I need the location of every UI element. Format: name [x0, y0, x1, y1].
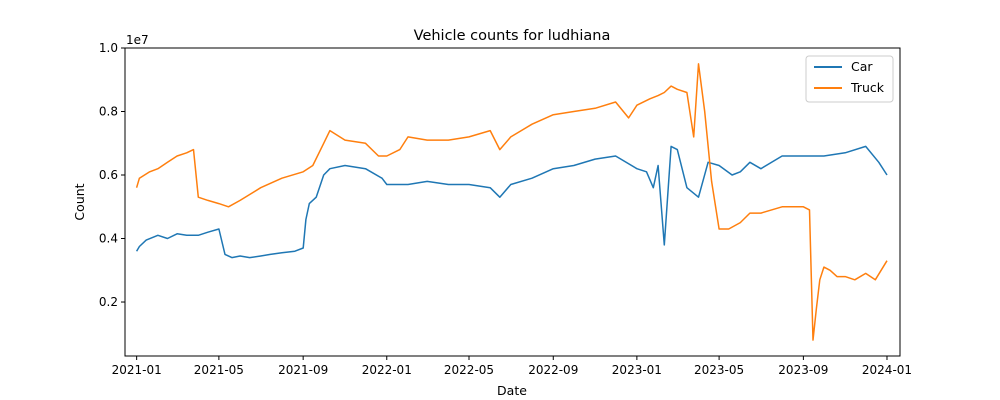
x-tick-label: 2022-09 [528, 363, 578, 377]
series-line-truck [135, 63, 888, 341]
y-tick-label: 0.2 [99, 295, 118, 309]
series-line-car [135, 145, 888, 259]
x-tick-label: 2021-01 [112, 363, 162, 377]
x-axis-label: Date [497, 383, 527, 398]
y-tick-label: 0.4 [99, 232, 118, 246]
y-axis: 0.2 0.4 0.6 0.8 1.0 [99, 41, 125, 309]
series-layer [135, 63, 888, 341]
x-tick-label: 2024-01 [862, 363, 912, 377]
x-tick-label: 2021-09 [278, 363, 328, 377]
x-tick-label: 2022-05 [444, 363, 494, 377]
x-tick-label: 2022-01 [362, 363, 412, 377]
axes-frame [124, 47, 901, 357]
y-tick-label: 0.8 [99, 105, 118, 119]
x-tick-label: 2023-05 [694, 363, 744, 377]
y-tick-label: 1.0 [99, 41, 118, 55]
y-offset-label: 1e7 [126, 33, 149, 47]
legend-label-truck: Truck [850, 80, 885, 95]
x-tick-label: 2023-09 [778, 363, 828, 377]
x-axis: 2021-01 2021-05 2021-09 2022-01 2022-05 2022-… [112, 356, 912, 377]
y-axis-label: Count [72, 183, 87, 220]
x-tick-label: 2023-01 [612, 363, 662, 377]
y-tick-label: 0.6 [99, 168, 118, 182]
legend-box [805, 55, 894, 103]
legend-label-car: Car [851, 59, 873, 74]
legend: Car Truck [805, 55, 894, 103]
chart-title: Vehicle counts for ludhiana [414, 28, 611, 44]
plot-area [124, 47, 901, 357]
x-tick-label: 2021-05 [194, 363, 244, 377]
